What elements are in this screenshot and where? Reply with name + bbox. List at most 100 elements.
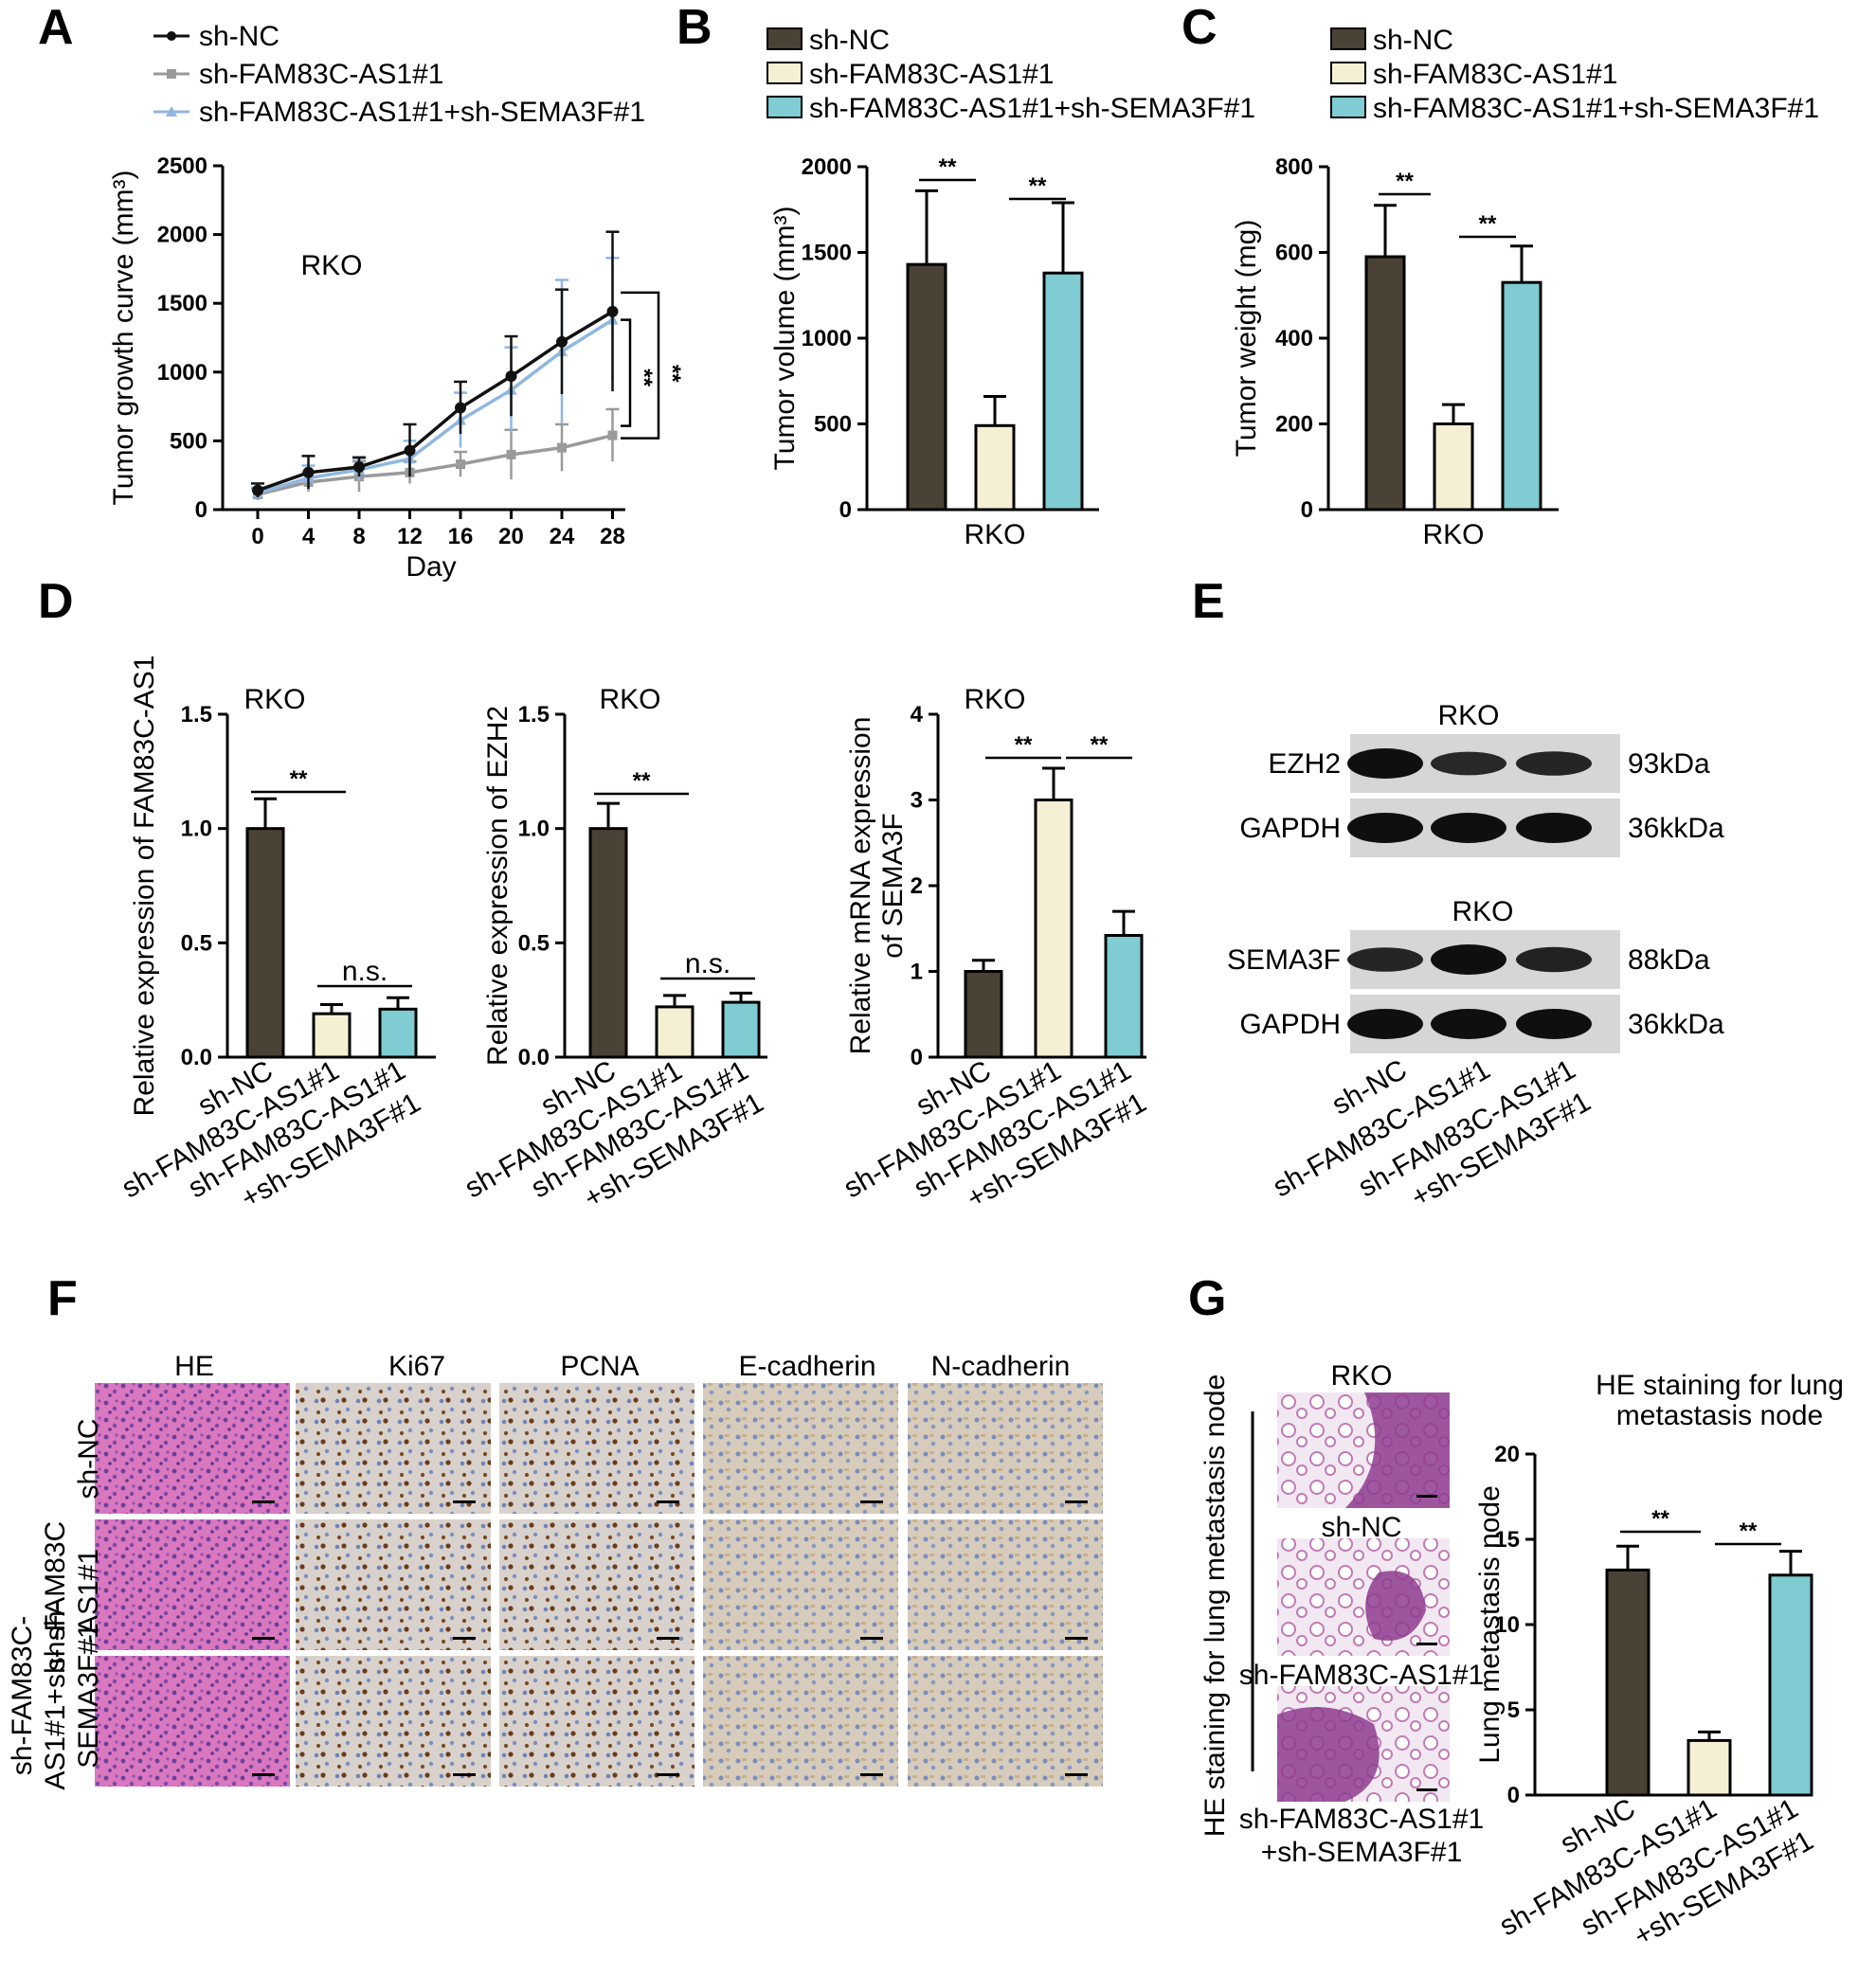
blot-band-r3-l0 <box>1347 1009 1423 1039</box>
lung-image-shnc-scalebar <box>1416 1495 1437 1498</box>
C-sig-0: ** <box>1396 169 1414 194</box>
blot-band-r2-l1 <box>1431 944 1506 975</box>
panel-e-western-blot: RKO EZH2 93kDa GAPDH 36kkDa RKO SEMA3F 8… <box>1227 700 1724 1213</box>
A-xlabel: Day <box>406 551 456 583</box>
ihc-col-ncadherin: N-cadherin <box>931 1351 1071 1382</box>
panel-g-lung-images: HE staining for lung metastasis node RKO… <box>1200 1360 1484 1868</box>
ihc-scalebar-r0-c4 <box>1065 1500 1088 1503</box>
A-point-s0-1 <box>302 466 315 478</box>
A-point-s0-5 <box>505 370 517 383</box>
C-ytick-label-0: 0 <box>1301 497 1313 523</box>
A-xtick-label-1: 4 <box>302 524 316 549</box>
blot-band-r3-l1 <box>1431 1009 1506 1039</box>
ihc-col-ki67: Ki67 <box>388 1351 445 1382</box>
lung-caption-shsema-l2: +sh-SEMA3F#1 <box>1261 1837 1463 1868</box>
G-ylabel-0: Lung metastasis node <box>1474 1485 1506 1764</box>
chart-d1-fam83c-as1: 0.0 0.5 1.0 1.5 Relative expression of FAM83… <box>117 656 436 1214</box>
blot2-label-gapdh: GAPDH <box>1239 1009 1341 1040</box>
D1-ytick-label-0: 0.0 <box>181 1045 212 1070</box>
blot2-size-sema3f: 88kDa <box>1628 944 1710 976</box>
C-sig-1: ** <box>1479 211 1497 237</box>
D1-bar-1 <box>312 1012 352 1059</box>
D3-ytick-label-4: 4 <box>911 702 924 728</box>
blot-band-r1-l0 <box>1347 813 1423 843</box>
B-ytick-label-0: 0 <box>839 497 852 523</box>
A-ytick-label-4: 2000 <box>157 223 207 248</box>
ihc-scalebar-r1-c3 <box>860 1637 883 1640</box>
D3-ytick-label-0: 0 <box>911 1045 923 1070</box>
A-xtick-label-0: 0 <box>251 524 263 549</box>
ihc-cell-r2-c0 <box>95 1656 290 1787</box>
D3-sig-1: ** <box>1091 732 1109 758</box>
B-ytick-label-2: 1000 <box>802 326 852 351</box>
D3-bar-2 <box>1104 933 1144 1059</box>
D2-ylabel-0: Relative expression of EZH2 <box>482 706 514 1066</box>
chart-a-tumor-growth: 0 500 1000 1500 2000 2500 Tumor growth curve (… <box>108 153 685 583</box>
A-point-s0-6 <box>556 335 568 348</box>
panel-label-f: F <box>47 1271 78 1326</box>
legend-c-swatch-shfam <box>1330 62 1366 84</box>
A-ytick-label-0: 0 <box>195 497 207 523</box>
D1-ylabel-0: Relative expression of FAM83C-AS1 <box>129 656 160 1117</box>
blot-band-r0-l1 <box>1431 751 1506 776</box>
D3-ylabel-0: Relative mRNA expression <box>845 717 876 1055</box>
G-bar-1 <box>1687 1738 1732 1797</box>
A-point-s1-7 <box>607 430 618 440</box>
B-sig-1: ** <box>1029 173 1047 199</box>
ihc-cell-r1-c3 <box>703 1519 898 1650</box>
legend-c-label-shfam: sh-FAM83C-AS1#1 <box>1373 59 1617 90</box>
C-bar-1 <box>1433 422 1474 512</box>
A-annotation: RKO <box>300 250 362 281</box>
D3-bar-0 <box>964 970 1003 1059</box>
D1-sig-0: ** <box>290 766 308 792</box>
ihc-cell-r2-c2 <box>499 1656 694 1787</box>
C-ytick-label-4: 800 <box>1275 154 1313 180</box>
G-bar-2 <box>1768 1573 1813 1797</box>
blot-band-r0-l0 <box>1347 748 1423 779</box>
A-point-s1-4 <box>456 459 465 470</box>
blot-band-r1-l2 <box>1516 813 1592 843</box>
A-bracket-inner <box>621 318 632 427</box>
legend-b-label-shsema: sh-FAM83C-AS1#1+sh-SEMA3F#1 <box>809 93 1255 124</box>
legend-c-label-shnc: sh-NC <box>1373 25 1453 56</box>
ihc-scalebar-r1-c4 <box>1065 1637 1088 1640</box>
D3-annotation: RKO <box>964 684 1025 715</box>
D3-ylabel-1: of SEMA3F <box>877 813 909 958</box>
lung-image-shfam <box>1277 1538 1450 1656</box>
blot1-title: RKO <box>1437 700 1499 731</box>
ihc-cell-r2-c3 <box>703 1656 898 1787</box>
C-ytick-label-1: 200 <box>1275 412 1313 438</box>
legend-a-marker-shfam <box>167 69 176 79</box>
blot2-title: RKO <box>1452 896 1513 927</box>
ihc-cell-r0-c0 <box>95 1383 290 1514</box>
B-ytick-label-4: 2000 <box>802 154 852 180</box>
D3-ytick-label-1: 1 <box>911 960 923 985</box>
D2-bar-0 <box>588 827 628 1059</box>
legend-b-label-shfam: sh-FAM83C-AS1#1 <box>809 59 1054 90</box>
A-line-s1 <box>257 433 613 496</box>
B-xlabel: RKO <box>964 519 1025 550</box>
blot-lane-labels: sh-NCsh-FAM83C-AS1#1sh-FAM83C-AS1#1+sh-S… <box>1268 1053 1596 1213</box>
legend-c: sh-NC sh-FAM83C-AS1#1 sh-FAM83C-AS1#1+sh… <box>1330 25 1819 124</box>
panel-label-b: B <box>676 0 713 55</box>
A-ytick-label-5: 2500 <box>157 153 207 179</box>
ihc-cell-r0-c3 <box>703 1383 898 1514</box>
D1-ytick-label-1: 0.5 <box>181 930 212 956</box>
ihc-scalebar-r2-c4 <box>1065 1773 1088 1776</box>
ihc-col-pcna: PCNA <box>560 1351 639 1382</box>
blot-band-r1-l1 <box>1431 813 1506 843</box>
lung-image-shsema-tumor <box>1277 1707 1380 1802</box>
lung-caption-shsema-l1: sh-FAM83C-AS1#1 <box>1239 1804 1484 1835</box>
ihc-row-shsema-l1: sh-FAM83C- <box>7 1616 38 1775</box>
ihc-scalebar-r0-c3 <box>860 1500 883 1503</box>
ihc-scalebar-r2-c1 <box>453 1773 476 1776</box>
D1-ytick-label-3: 1.5 <box>181 702 212 728</box>
D1-sig-1: n.s. <box>342 956 388 987</box>
blot1-size-ezh2: 93kDa <box>1628 748 1710 780</box>
blot-band-r2-l2 <box>1516 946 1592 973</box>
A-point-s1-5 <box>506 449 516 459</box>
ihc-scalebar-r0-c2 <box>657 1500 679 1503</box>
A-line-s2 <box>257 318 614 495</box>
panel-label-g: G <box>1188 1271 1226 1326</box>
